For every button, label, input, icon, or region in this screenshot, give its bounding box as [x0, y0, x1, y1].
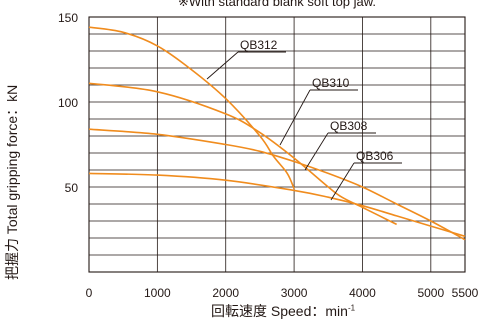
x-tick-label: 5000: [417, 286, 444, 300]
x-tick-label: 5500: [452, 286, 479, 300]
label-leader-qb308: [304, 132, 329, 171]
plot-frame: [88, 16, 466, 273]
x-axis-label-text: 回転速度 Speed：min: [211, 303, 348, 319]
series-line-qb308: [88, 128, 466, 241]
y-axis-label: 把握力 Total gripping force：kN: [4, 84, 20, 280]
chart-note: ※With standard blank soft top jaw.: [178, 0, 377, 9]
series-line-qb312: [88, 26, 295, 190]
x-axis-label-unit-exponent: -1: [347, 303, 356, 313]
y-tick-label: 50: [65, 181, 79, 195]
x-axis-label: 回転速度 Speed：min-1: [211, 301, 355, 321]
y-tick-label: 150: [58, 11, 78, 25]
x-tick-label: 0: [86, 286, 93, 300]
x-tick-label: 2000: [212, 286, 239, 300]
label-leader-qb310: [279, 89, 311, 146]
x-tick-label: 1000: [144, 286, 171, 300]
series-label-qb312: QB312: [240, 38, 278, 52]
series-label-qb306: QB306: [356, 149, 394, 163]
series-label-qb308: QB308: [330, 119, 368, 133]
label-leader-qb312: [206, 51, 239, 80]
x-tick-label: 4000: [349, 286, 376, 300]
series-line-qb310: [88, 82, 397, 226]
label-leader-qb306: [330, 162, 355, 201]
series-line-qb306: [88, 172, 466, 238]
series-label-qb310: QB310: [312, 76, 350, 90]
x-tick-label: 3000: [281, 286, 308, 300]
y-tick-label: 100: [58, 96, 78, 110]
